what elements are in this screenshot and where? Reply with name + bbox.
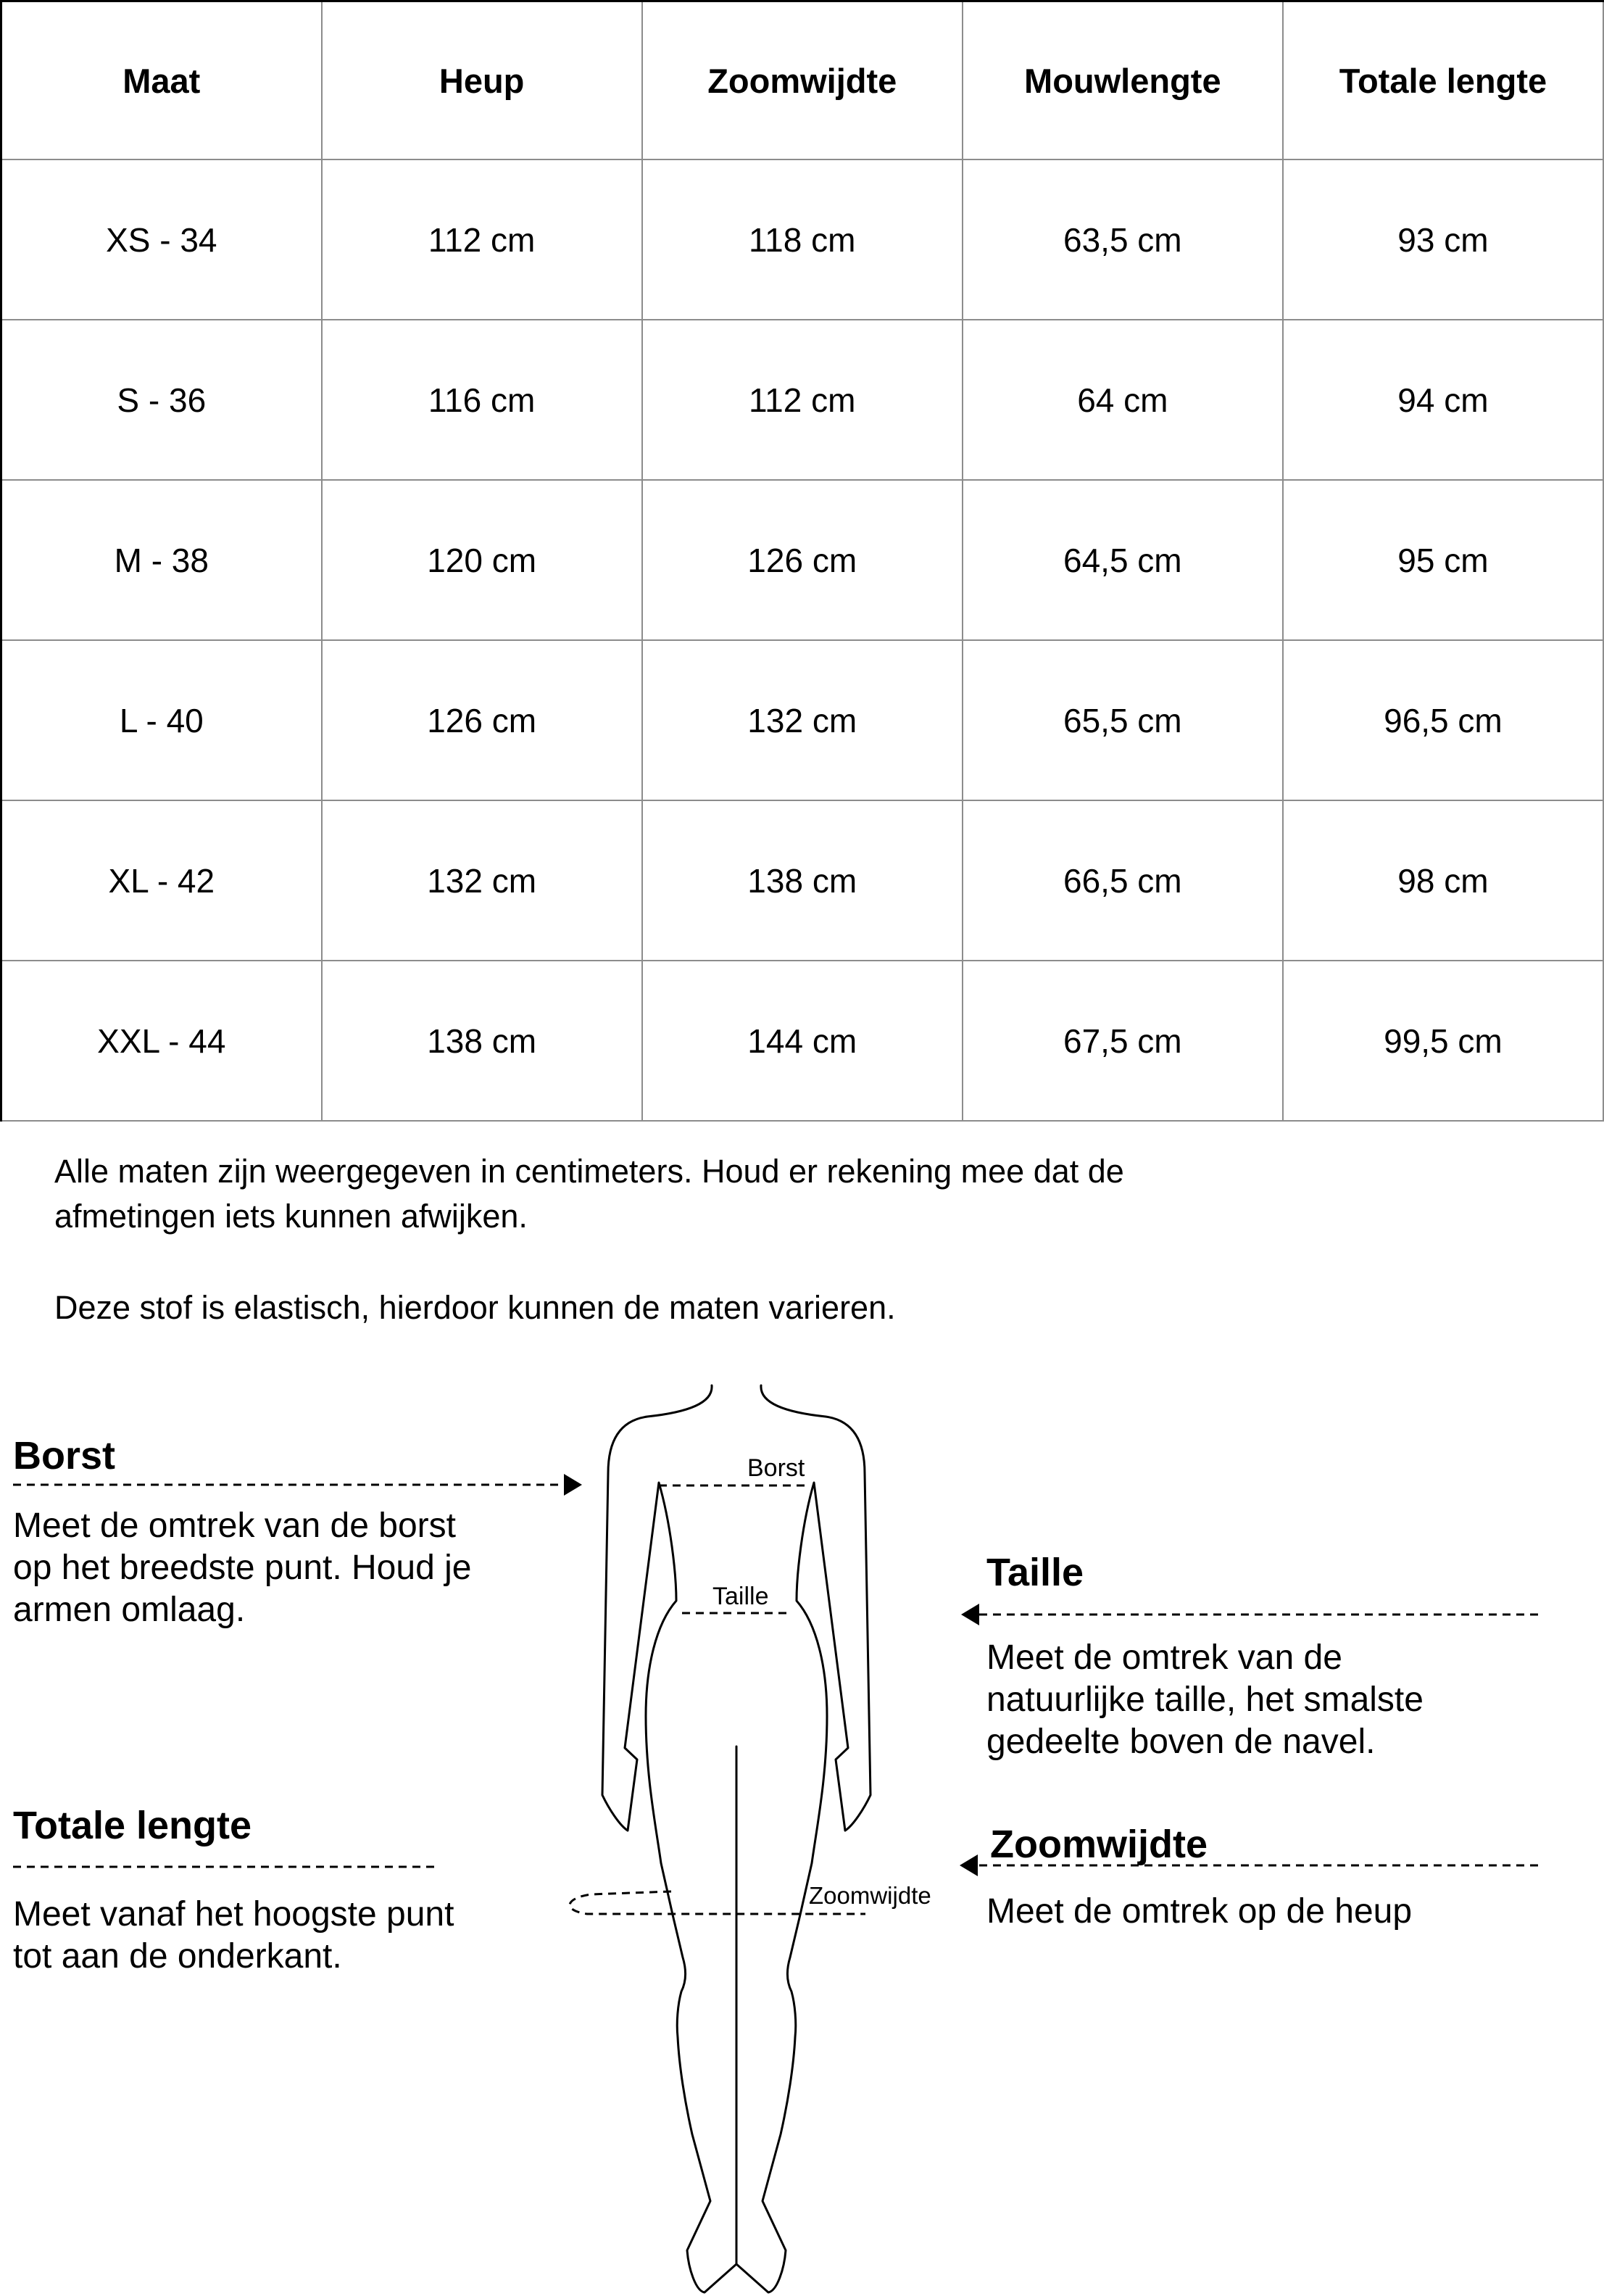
cell-mouwlengte: 64 cm	[961, 319, 1284, 481]
arrow-right-icon	[564, 1474, 582, 1496]
table-row: XXL - 44 138 cm 144 cm 67,5 cm 99,5 cm	[0, 960, 1604, 1122]
cell-maat: XL - 42	[0, 800, 323, 961]
zoomwijdte-description: Meet de omtrek op de heup	[986, 1891, 1412, 1933]
borst-line: Meet de omtrek van de borst	[13, 1507, 456, 1545]
cell-heup: 126 cm	[320, 639, 643, 801]
cell-zoomwijdte: 144 cm	[641, 960, 963, 1122]
cell-zoomwijdte: 132 cm	[641, 639, 963, 801]
figure-label-borst: Borst	[747, 1454, 805, 1482]
totale-lengte-heading: Totale lengte	[13, 1804, 252, 1847]
cell-totale-lengte: 93 cm	[1281, 159, 1604, 320]
cell-heup: 116 cm	[320, 319, 643, 481]
borst-line: op het breedste punt. Houd je	[13, 1549, 472, 1587]
figure-label-taille: Taille	[712, 1583, 768, 1610]
cell-maat: S - 36	[0, 319, 323, 481]
cell-totale-lengte: 98 cm	[1281, 800, 1604, 961]
column-header-heup: Heup	[320, 0, 643, 160]
note-elastic: Deze stof is elastisch, hierdoor kunnen …	[54, 1289, 896, 1326]
cell-zoomwijdte: 118 cm	[641, 159, 963, 320]
zoomwijdte-line: Meet de omtrek op de heup	[986, 1892, 1413, 1931]
cell-heup: 120 cm	[320, 479, 643, 641]
cell-zoomwijdte: 126 cm	[641, 479, 963, 641]
figure-label-zoomwijdte: Zoomwijdte	[809, 1882, 931, 1909]
cell-mouwlengte: 64,5 cm	[961, 479, 1284, 641]
cell-maat: XS - 34	[0, 159, 323, 320]
column-header-maat: Maat	[0, 0, 323, 160]
cell-maat: L - 40	[0, 639, 323, 801]
cell-mouwlengte: 63,5 cm	[961, 159, 1284, 320]
borst-heading: Borst	[13, 1434, 116, 1478]
taille-line: Meet de omtrek van de	[986, 1638, 1342, 1677]
cell-totale-lengte: 94 cm	[1281, 319, 1604, 481]
borst-description: Meet de omtrek van de borst op het breed…	[13, 1505, 471, 1631]
cell-zoomwijdte: 112 cm	[641, 319, 963, 481]
cell-totale-lengte: 99,5 cm	[1281, 960, 1604, 1122]
cell-mouwlengte: 67,5 cm	[961, 960, 1284, 1122]
size-table: Maat Heup Zoomwijdte Mouwlengte Totale lengt…	[0, 0, 1604, 1122]
table-row: M - 38 120 cm 126 cm 64,5 cm 95 cm	[0, 479, 1604, 641]
table-row: L - 40 126 cm 132 cm 65,5 cm 96,5 cm	[0, 639, 1604, 801]
column-header-mouwlengte: Mouwlengte	[961, 0, 1284, 160]
column-header-totale-lengte: Totale lengte	[1281, 0, 1604, 160]
cell-mouwlengte: 65,5 cm	[961, 639, 1284, 801]
arrow-left-icon	[960, 1854, 978, 1876]
body-outline-left	[601, 1384, 738, 2294]
cell-maat: M - 38	[0, 479, 323, 641]
table-row: XL - 42 132 cm 138 cm 66,5 cm 98 cm	[0, 800, 1604, 961]
arrow-left-icon	[961, 1604, 979, 1625]
table-header-row: Maat Heup Zoomwijdte Mouwlengte Totale lengt…	[0, 0, 1604, 160]
taille-description: Meet de omtrek van de natuurlijke taille…	[986, 1637, 1424, 1763]
zoomwijdte-heading: Zoomwijdte	[990, 1823, 1208, 1866]
cell-heup: 132 cm	[320, 800, 643, 961]
cell-totale-lengte: 96,5 cm	[1281, 639, 1604, 801]
cell-mouwlengte: 66,5 cm	[961, 800, 1284, 961]
cell-maat: XXL - 44	[0, 960, 323, 1122]
cell-heup: 138 cm	[320, 960, 643, 1122]
totale-lengte-line: Meet vanaf het hoogste punt	[13, 1895, 454, 1934]
table-row: XS - 34 112 cm 118 cm 63,5 cm 93 cm	[0, 159, 1604, 320]
note-measurements: Alle maten zijn weergegeven in centimete…	[54, 1149, 1124, 1239]
taille-heading: Taille	[986, 1551, 1084, 1594]
note-line-2: afmetingen iets kunnen afwijken.	[54, 1198, 528, 1235]
totale-lengte-description: Meet vanaf het hoogste punt tot aan de o…	[13, 1894, 454, 1978]
column-header-zoomwijdte: Zoomwijdte	[641, 0, 963, 160]
table-row: S - 36 116 cm 112 cm 64 cm 94 cm	[0, 319, 1604, 481]
zoomwijdte-measure-loop	[568, 1890, 865, 1915]
borst-line: armen omlaag.	[13, 1591, 246, 1629]
taille-line: gedeelte boven de navel.	[986, 1723, 1376, 1761]
note-line-1: Alle maten zijn weergegeven in centimete…	[54, 1153, 1124, 1190]
cell-zoomwijdte: 138 cm	[641, 800, 963, 961]
cell-heup: 112 cm	[320, 159, 643, 320]
body-outline-right	[735, 1384, 872, 2294]
totale-lengte-line: tot aan de onderkant.	[13, 1937, 342, 1976]
cell-totale-lengte: 95 cm	[1281, 479, 1604, 641]
taille-line: natuurlijke taille, het smalste	[986, 1680, 1424, 1719]
